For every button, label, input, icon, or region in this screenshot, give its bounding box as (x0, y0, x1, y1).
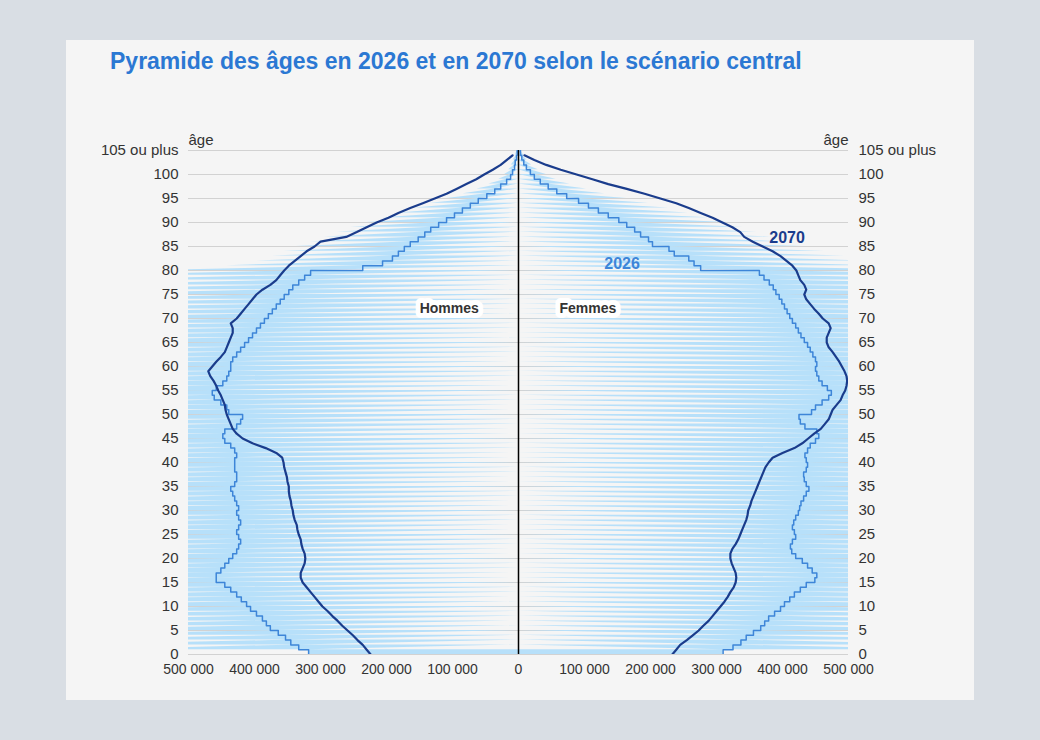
svg-text:0: 0 (170, 645, 178, 662)
svg-text:âge: âge (823, 131, 848, 148)
svg-text:5: 5 (859, 621, 867, 638)
svg-text:100: 100 (859, 165, 884, 182)
svg-text:200 000: 200 000 (625, 661, 676, 677)
svg-text:30: 30 (162, 501, 179, 518)
svg-text:Femmes: Femmes (559, 300, 616, 316)
svg-text:85: 85 (859, 237, 876, 254)
svg-text:10: 10 (162, 597, 179, 614)
svg-text:105 ou plus: 105 ou plus (101, 141, 179, 158)
svg-text:300 000: 300 000 (691, 661, 742, 677)
svg-text:25: 25 (162, 525, 179, 542)
svg-text:Hommes: Hommes (420, 300, 479, 316)
svg-text:100 000: 100 000 (559, 661, 610, 677)
svg-text:20: 20 (859, 549, 876, 566)
svg-text:80: 80 (859, 261, 876, 278)
svg-text:100 000: 100 000 (427, 661, 478, 677)
svg-text:2026: 2026 (604, 255, 640, 272)
svg-text:75: 75 (859, 285, 876, 302)
svg-text:200 000: 200 000 (361, 661, 412, 677)
svg-text:95: 95 (859, 189, 876, 206)
svg-text:90: 90 (859, 213, 876, 230)
svg-text:105 ou plus: 105 ou plus (859, 141, 937, 158)
html-text:Pyramide des âges en 2026 et e: Pyramide des âges en 2026 et en 2070 sel… (110, 48, 802, 74)
svg-text:25: 25 (859, 525, 876, 542)
svg-text:0: 0 (859, 645, 867, 662)
svg-text:50: 50 (162, 405, 179, 422)
svg-text:500 000: 500 000 (823, 661, 874, 677)
svg-text:45: 45 (859, 429, 876, 446)
svg-text:300 000: 300 000 (295, 661, 346, 677)
svg-text:10: 10 (859, 597, 876, 614)
svg-text:500 000: 500 000 (163, 661, 214, 677)
svg-text:65: 65 (859, 333, 876, 350)
svg-text:35: 35 (162, 477, 179, 494)
svg-text:55: 55 (162, 381, 179, 398)
svg-text:75: 75 (162, 285, 179, 302)
svg-text:2070: 2070 (769, 229, 805, 246)
svg-text:100: 100 (153, 165, 178, 182)
svg-text:30: 30 (859, 501, 876, 518)
svg-text:70: 70 (859, 309, 876, 326)
svg-text:20: 20 (162, 549, 179, 566)
svg-text:65: 65 (162, 333, 179, 350)
svg-text:15: 15 (162, 573, 179, 590)
svg-text:5: 5 (170, 621, 178, 638)
svg-text:60: 60 (859, 357, 876, 374)
svg-text:40: 40 (859, 453, 876, 470)
svg-text:85: 85 (162, 237, 179, 254)
svg-text:50: 50 (859, 405, 876, 422)
svg-text:400 000: 400 000 (757, 661, 808, 677)
svg-text:60: 60 (162, 357, 179, 374)
svg-text:45: 45 (162, 429, 179, 446)
svg-text:55: 55 (859, 381, 876, 398)
svg-text:15: 15 (859, 573, 876, 590)
svg-text:90: 90 (162, 213, 179, 230)
svg-text:95: 95 (162, 189, 179, 206)
svg-text:80: 80 (162, 261, 179, 278)
svg-text:400 000: 400 000 (229, 661, 280, 677)
svg-text:35: 35 (859, 477, 876, 494)
svg-text:âge: âge (189, 131, 214, 148)
svg-text:70: 70 (162, 309, 179, 326)
svg-text:40: 40 (162, 453, 179, 470)
svg-text:0: 0 (515, 661, 523, 677)
